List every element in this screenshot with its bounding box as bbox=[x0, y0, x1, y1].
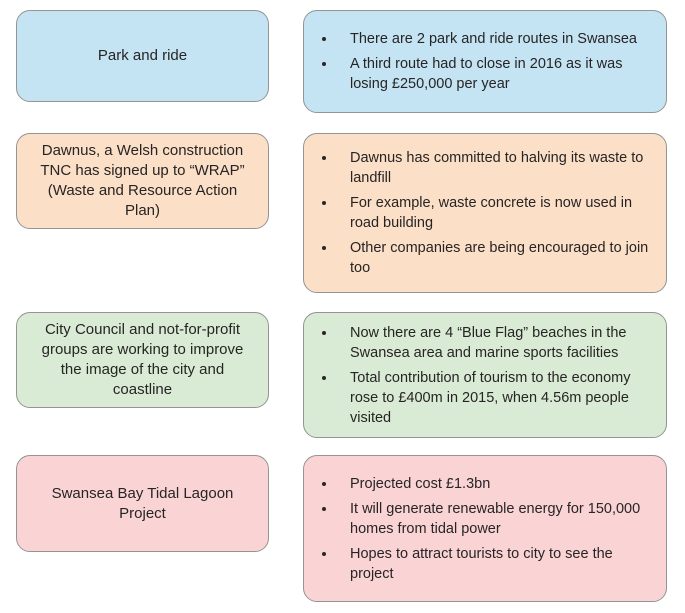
topic-box-dawnus-wrap: Dawnus, a Welsh construction TNC has sig… bbox=[16, 133, 269, 229]
topic-box-tidal-lagoon: Swansea Bay Tidal Lagoon Project bbox=[16, 455, 269, 552]
bullet-item: Projected cost £1.3bn bbox=[304, 474, 666, 494]
diagram-row-park-and-ride: Park and ride There are 2 park and ride … bbox=[16, 10, 685, 113]
bullet-text: For example, waste concrete is now used … bbox=[350, 195, 633, 231]
topic-text: Dawnus, a Welsh construction TNC has sig… bbox=[31, 141, 254, 221]
details-box-dawnus-wrap: Dawnus has committed to halving its wast… bbox=[303, 133, 667, 293]
bullet-icon bbox=[322, 62, 326, 66]
topic-line: coastline bbox=[112, 381, 173, 398]
diagram-row-city-council: City Council and not-for-profit groups a… bbox=[16, 312, 685, 438]
bullet-icon bbox=[322, 37, 326, 41]
bullet-item: For example, waste concrete is now used … bbox=[304, 193, 666, 233]
topic-line: Dawnus, a Welsh construction bbox=[41, 142, 244, 159]
bullet-icon bbox=[322, 246, 326, 250]
bullet-icon bbox=[322, 201, 326, 205]
bullet-icon bbox=[322, 375, 326, 380]
bullet-text: There are 2 park and ride routes in Swan… bbox=[350, 31, 637, 47]
topic-box-park-and-ride: Park and ride bbox=[16, 10, 269, 102]
bullet-item: Now there are 4 “Blue Flag” beaches in t… bbox=[304, 323, 666, 363]
bullet-text: A third route had to close in 2016 as it… bbox=[350, 56, 623, 92]
bullet-item: Other companies are being encouraged to … bbox=[304, 238, 666, 278]
bullet-text: Hopes to attract tourists to city to see… bbox=[350, 545, 613, 582]
topic-line: City Council and not-for-profit bbox=[44, 321, 241, 338]
bullet-text: Dawnus has committed to halving its wast… bbox=[350, 150, 644, 186]
diagram-row-dawnus-wrap: Dawnus, a Welsh construction TNC has sig… bbox=[16, 133, 685, 293]
bullet-text: Projected cost £1.3bn bbox=[350, 475, 491, 492]
details-box-park-and-ride: There are 2 park and ride routes in Swan… bbox=[303, 10, 667, 113]
topic-line: Swansea Bay Tidal Lagoon Project bbox=[51, 484, 234, 522]
bullet-icon bbox=[322, 551, 326, 556]
bullet-icon bbox=[322, 481, 326, 486]
bullet-text: Other companies are being encouraged to … bbox=[350, 240, 649, 276]
topic-line: (Waste and Resource Action Plan) bbox=[47, 182, 238, 219]
topic-box-city-council: City Council and not-for-profit groups a… bbox=[16, 312, 269, 408]
bullet-list: Dawnus has committed to halving its wast… bbox=[304, 143, 666, 283]
topic-line: groups are working to improve bbox=[41, 341, 244, 358]
topic-line: Park and ride bbox=[97, 47, 188, 64]
bullet-icon bbox=[322, 506, 326, 511]
bullet-text: Total contribution of tourism to the eco… bbox=[350, 369, 631, 426]
bullet-item: A third route had to close in 2016 as it… bbox=[304, 54, 666, 94]
bullet-list: Now there are 4 “Blue Flag” beaches in t… bbox=[304, 318, 666, 433]
diagram-row-tidal-lagoon: Swansea Bay Tidal Lagoon Project Project… bbox=[16, 455, 685, 602]
bullet-icon bbox=[322, 330, 326, 335]
topic-line: the image of the city and bbox=[60, 361, 225, 378]
topic-text: City Council and not-for-profit groups a… bbox=[42, 320, 244, 400]
bullet-item: Total contribution of tourism to the eco… bbox=[304, 368, 666, 428]
bullet-text: It will generate renewable energy for 15… bbox=[350, 500, 641, 537]
details-box-tidal-lagoon: Projected cost £1.3bn It will generate r… bbox=[303, 455, 667, 602]
topic-text: Park and ride bbox=[98, 46, 187, 66]
bullet-item: Dawnus has committed to halving its wast… bbox=[304, 148, 666, 188]
bullet-icon bbox=[322, 156, 326, 160]
bullet-item: There are 2 park and ride routes in Swan… bbox=[304, 29, 666, 49]
bullet-list: Projected cost £1.3bn It will generate r… bbox=[304, 469, 666, 589]
details-box-city-council: Now there are 4 “Blue Flag” beaches in t… bbox=[303, 312, 667, 438]
topic-text: Swansea Bay Tidal Lagoon Project bbox=[31, 484, 254, 524]
bullet-text: Now there are 4 “Blue Flag” beaches in t… bbox=[350, 324, 627, 361]
bullet-list: There are 2 park and ride routes in Swan… bbox=[304, 24, 666, 99]
topic-line: TNC has signed up to “WRAP” bbox=[40, 162, 245, 179]
bullet-item: It will generate renewable energy for 15… bbox=[304, 499, 666, 539]
bullet-item: Hopes to attract tourists to city to see… bbox=[304, 544, 666, 584]
